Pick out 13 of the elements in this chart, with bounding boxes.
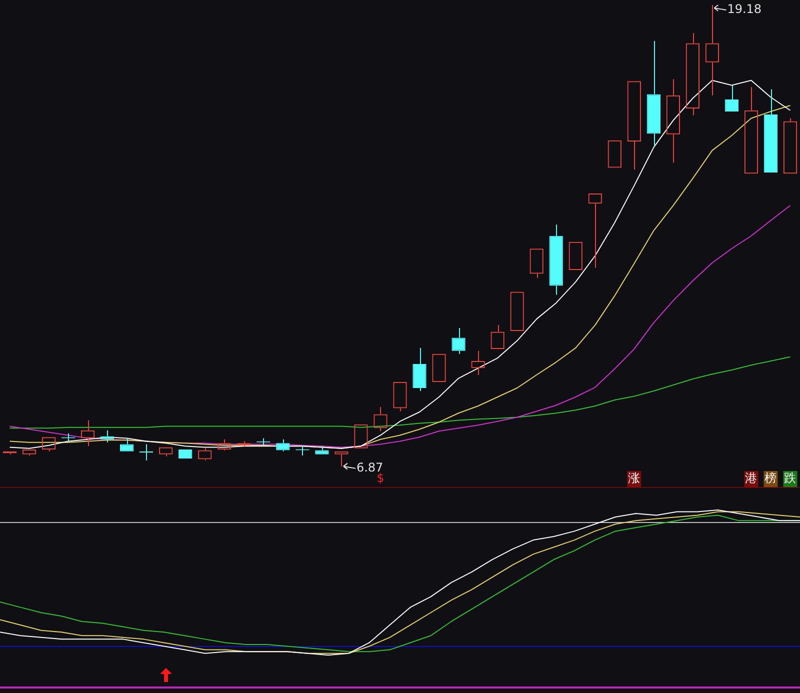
candlestick (315, 446, 329, 454)
candlestick (120, 438, 134, 452)
candlestick (412, 347, 426, 392)
annotation: 19.18 (727, 2, 762, 16)
candlestick (764, 88, 778, 173)
text: 榜 (764, 471, 777, 486)
text: 港 (745, 471, 758, 486)
candlestick (646, 40, 660, 147)
candlestick (100, 430, 114, 443)
text: 跌 (784, 471, 796, 486)
candlestick (276, 438, 290, 452)
candlestick (549, 224, 563, 296)
text: 涨 (628, 471, 640, 486)
